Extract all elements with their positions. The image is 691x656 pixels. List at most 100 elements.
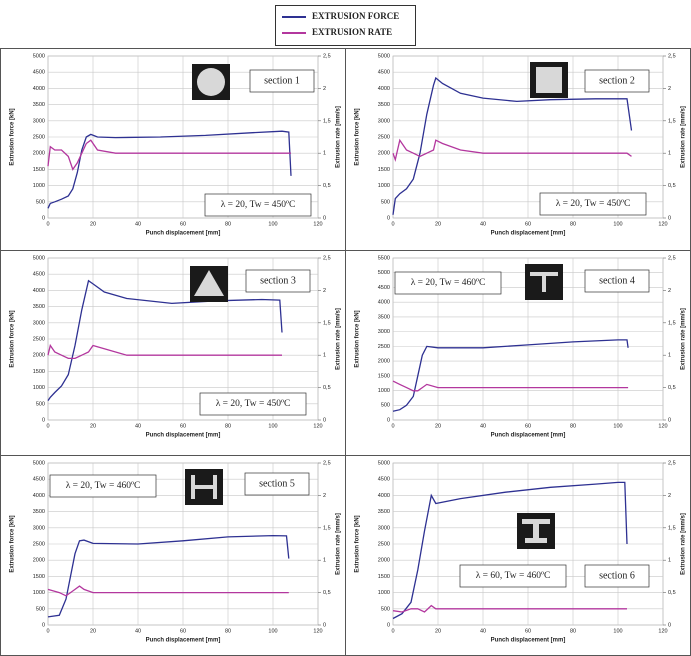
y2-tick-label: 0 [323,622,326,628]
x-tick-label: 120 [658,221,667,227]
y-tick-label: 0 [387,622,390,628]
y2-tick-label: 1,5 [668,118,676,124]
panel: 0500100015002000250030003500400045005000… [10,255,342,438]
x-tick-label: 120 [658,423,667,429]
y-tick-label: 3000 [378,118,390,124]
y2-tick-label: 0 [668,215,671,221]
x-tick-label: 40 [480,423,486,429]
y-axis-title: Extrusion force [kN] [10,515,16,572]
x-tick-label: 80 [225,423,231,429]
y2-axis-title: Extrusion rate [mm/s] [681,308,687,370]
y2-tick-label: 2,5 [323,460,331,466]
y2-tick-label: 2,5 [323,53,331,59]
section-label: section 3 [260,275,296,286]
y-tick-label: 500 [381,199,390,205]
y-tick-label: 4000 [33,493,45,499]
y2-tick-label: 0,5 [323,590,331,596]
x-tick-label: 120 [313,628,322,634]
x-tick-label: 60 [180,221,186,227]
y-tick-label: 3000 [378,525,390,531]
y-tick-label: 500 [381,606,390,612]
x-tick-label: 60 [180,628,186,634]
x-tick-label: 20 [435,423,441,429]
figure: EXTRUSION FORCE EXTRUSION RATE 050010001… [0,0,691,656]
y-tick-label: 4000 [378,86,390,92]
y2-tick-label: 1 [323,353,326,359]
x-tick-label: 100 [268,221,277,227]
x-tick-label: 100 [268,423,277,429]
y-tick-label: 1500 [33,369,45,375]
y-tick-label: 1000 [378,590,390,596]
y-tick-label: 4500 [378,285,390,291]
x-tick-label: 120 [313,221,322,227]
y2-tick-label: 0 [668,622,671,628]
x-axis-title: Punch displacement [mm] [491,433,566,439]
y2-axis-title: Extrusion rate [mm/s] [681,513,687,575]
y2-tick-label: 2 [668,86,671,92]
y2-tick-label: 1 [668,353,671,359]
x-tick-label: 100 [613,423,622,429]
y-tick-label: 3500 [33,102,45,108]
y-tick-label: 5000 [378,270,390,276]
y-tick-label: 4500 [33,477,45,483]
section-label: section 2 [599,75,635,86]
section-shape [197,68,225,96]
x-axis-title: Punch displacement [mm] [491,638,566,644]
y2-tick-label: 1,5 [323,525,331,531]
y-tick-label: 500 [36,401,45,407]
y-tick-label: 1000 [378,183,390,189]
x-tick-label: 20 [90,221,96,227]
annotation: λ = 60, Tw = 460ºC [476,571,551,581]
y-tick-label: 2000 [378,359,390,365]
x-axis-title: Punch displacement [mm] [491,231,566,237]
y2-tick-label: 0,5 [668,385,676,391]
y2-tick-label: 1,5 [668,525,676,531]
y-tick-label: 1000 [33,590,45,596]
x-tick-label: 40 [135,221,141,227]
y-tick-label: 3000 [33,525,45,531]
x-tick-label: 120 [313,423,322,429]
y-tick-label: 2000 [378,558,390,564]
y2-tick-label: 0 [323,215,326,221]
x-tick-label: 40 [480,221,486,227]
y2-tick-label: 2 [668,288,671,294]
y-tick-label: 4000 [378,493,390,499]
y-tick-label: 4500 [378,70,390,76]
y-tick-label: 1500 [378,574,390,580]
x-tick-label: 80 [570,423,576,429]
y-tick-label: 5000 [33,460,45,466]
section-shape [536,67,562,93]
x-axis-title: Punch displacement [mm] [146,433,221,439]
y2-tick-label: 2,5 [668,460,676,466]
y2-tick-label: 2 [668,493,671,499]
annotation: λ = 20, Tw = 460ºC [66,481,141,491]
x-tick-label: 0 [46,628,49,634]
y-tick-label: 0 [387,215,390,221]
y-tick-label: 5000 [378,460,390,466]
y2-axis-title: Extrusion rate [mm/s] [336,308,342,370]
x-tick-label: 0 [46,423,49,429]
panel: 0500100015002000250030003500400045005000… [10,53,342,236]
y-tick-label: 2500 [378,344,390,350]
y2-tick-label: 0,5 [668,590,676,596]
y2-tick-label: 2,5 [668,53,676,59]
x-tick-label: 40 [480,628,486,634]
y-tick-label: 2500 [33,336,45,342]
annotation: λ = 20, Tw = 450ºC [556,199,631,209]
y2-tick-label: 2,5 [323,255,331,261]
y2-tick-label: 1,5 [323,118,331,124]
x-tick-label: 40 [135,423,141,429]
y-tick-label: 3000 [33,320,45,326]
y-axis-title: Extrusion force [kN] [10,108,16,165]
y-tick-label: 2500 [378,541,390,547]
x-axis-title: Punch displacement [mm] [146,638,221,644]
x-tick-label: 100 [268,628,277,634]
x-tick-label: 60 [180,423,186,429]
y-tick-label: 1000 [378,388,390,394]
panel: 0500100015002000250030003500400045005000… [355,460,687,643]
x-tick-label: 80 [570,221,576,227]
y-tick-label: 5000 [378,53,390,59]
x-tick-label: 60 [525,628,531,634]
x-tick-label: 20 [435,221,441,227]
y2-axis-title: Extrusion rate [mm/s] [681,106,687,168]
